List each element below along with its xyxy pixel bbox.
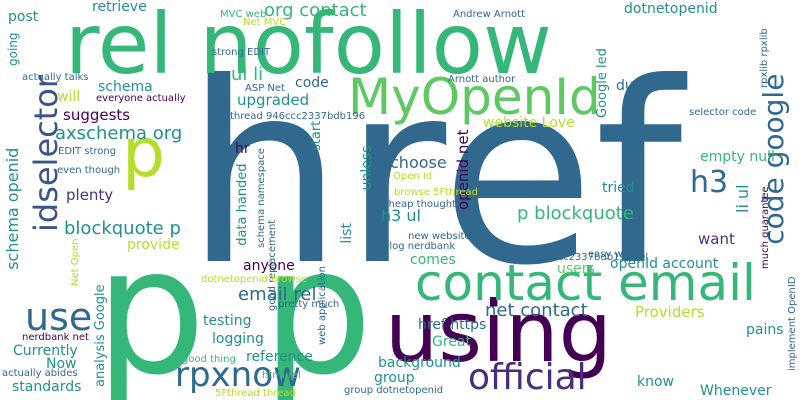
word: list bbox=[339, 223, 355, 244]
word: group dotnetopenid bbox=[344, 385, 444, 396]
word: implement OpenID bbox=[787, 276, 798, 372]
word: 946ccc2337bdb196 rel bbox=[533, 252, 649, 263]
word: Great bbox=[432, 334, 471, 350]
word: want bbox=[698, 230, 735, 248]
word: dumb bbox=[616, 78, 657, 94]
word: p blockquote bbox=[517, 203, 634, 224]
word: schema bbox=[98, 79, 153, 95]
word: net contact bbox=[485, 300, 588, 321]
word: analysis Google bbox=[93, 284, 108, 387]
word: MyOpenId bbox=[348, 68, 601, 126]
word: dotnetopenid browse bbox=[201, 274, 307, 285]
word: blog nerdbank bbox=[383, 241, 456, 252]
word: h3 ul bbox=[381, 206, 421, 225]
word: going bbox=[6, 32, 20, 66]
word: will bbox=[57, 89, 81, 105]
word: contact email bbox=[415, 254, 756, 312]
word: MVC web bbox=[220, 9, 267, 20]
word: data handed bbox=[235, 163, 250, 246]
word: rpxlib rpxlib bbox=[759, 28, 770, 88]
word: Open Id bbox=[393, 171, 433, 182]
word: official bbox=[468, 357, 587, 398]
word: Currently bbox=[13, 343, 78, 359]
word: Now bbox=[46, 356, 77, 372]
word: plenty bbox=[66, 186, 114, 204]
word: easy way bbox=[588, 249, 635, 260]
word: testing bbox=[203, 313, 252, 329]
word: thread 946ccc2337bdb196 bbox=[230, 111, 366, 122]
word: actually talks bbox=[22, 72, 89, 83]
word: li ul bbox=[733, 184, 752, 213]
word: retrieve bbox=[92, 0, 147, 15]
word: href https bbox=[418, 317, 487, 333]
word: know bbox=[637, 374, 674, 390]
word: nerdbank net bbox=[22, 332, 89, 343]
word: even though bbox=[57, 165, 121, 176]
word: reference bbox=[246, 349, 313, 365]
word: hr bbox=[235, 141, 250, 157]
word: browse 5Fthread bbox=[394, 187, 478, 198]
word: tried bbox=[602, 180, 635, 196]
word: everyone actually bbox=[96, 93, 186, 104]
word: actually abides bbox=[2, 368, 78, 379]
word: web application bbox=[317, 265, 328, 345]
word: code bbox=[295, 75, 329, 91]
word: good replacement bbox=[267, 219, 278, 311]
word: use bbox=[25, 295, 93, 339]
word: rpxnow bbox=[175, 355, 301, 395]
word: html rel bbox=[262, 370, 301, 381]
word: axschema org bbox=[55, 123, 183, 144]
word: cheap thought bbox=[383, 199, 456, 210]
word: ASP Net bbox=[245, 83, 285, 94]
word: background bbox=[378, 355, 461, 371]
word: Providers bbox=[635, 303, 705, 321]
word: good thing bbox=[182, 354, 236, 365]
word: Arnott author bbox=[448, 74, 516, 85]
word: group bbox=[374, 370, 415, 386]
word: EDIT strong bbox=[58, 146, 117, 157]
word: openId account bbox=[610, 256, 719, 272]
word: blockquote p bbox=[64, 218, 181, 239]
word: new website bbox=[408, 231, 471, 242]
word: selector code bbox=[689, 107, 757, 118]
word: pretty much bbox=[278, 299, 340, 310]
word: pains bbox=[746, 322, 784, 338]
word: users bbox=[557, 261, 595, 277]
word: h3 bbox=[690, 165, 729, 200]
word: Whenever bbox=[700, 383, 772, 399]
word: href bbox=[185, 29, 683, 320]
word: using bbox=[385, 283, 612, 381]
word: start bbox=[309, 120, 324, 151]
word: p p bbox=[95, 211, 373, 400]
word: website Love bbox=[483, 115, 575, 131]
word: provide bbox=[127, 237, 180, 253]
word: unless bbox=[359, 145, 375, 191]
word: p bbox=[122, 114, 166, 193]
word: empty null bbox=[700, 149, 775, 165]
word: comes bbox=[410, 252, 456, 268]
word: upgraded bbox=[237, 91, 310, 109]
word: Google led bbox=[595, 48, 610, 118]
word: schema openid bbox=[3, 147, 22, 270]
word: dotnetopenid bbox=[624, 1, 718, 17]
word: rel nofollow bbox=[65, 0, 552, 93]
word: logging bbox=[212, 331, 264, 347]
word: 5Fthread thread bbox=[215, 388, 296, 399]
word: much guarantee bbox=[760, 186, 771, 269]
word: schema namespace bbox=[256, 148, 267, 248]
word: standards bbox=[12, 379, 82, 395]
word: ul li bbox=[231, 64, 264, 85]
word: Net MVC bbox=[243, 17, 287, 28]
word: email rel bbox=[238, 284, 317, 305]
word: org contact bbox=[264, 0, 367, 21]
word: choose bbox=[390, 153, 447, 172]
word: Andrew Arnott bbox=[453, 9, 526, 20]
word: post bbox=[8, 9, 39, 25]
word: anyone bbox=[243, 258, 295, 274]
word: strong EDIT bbox=[212, 47, 271, 58]
word: suggests bbox=[63, 106, 131, 124]
word: Net Open bbox=[70, 238, 81, 286]
